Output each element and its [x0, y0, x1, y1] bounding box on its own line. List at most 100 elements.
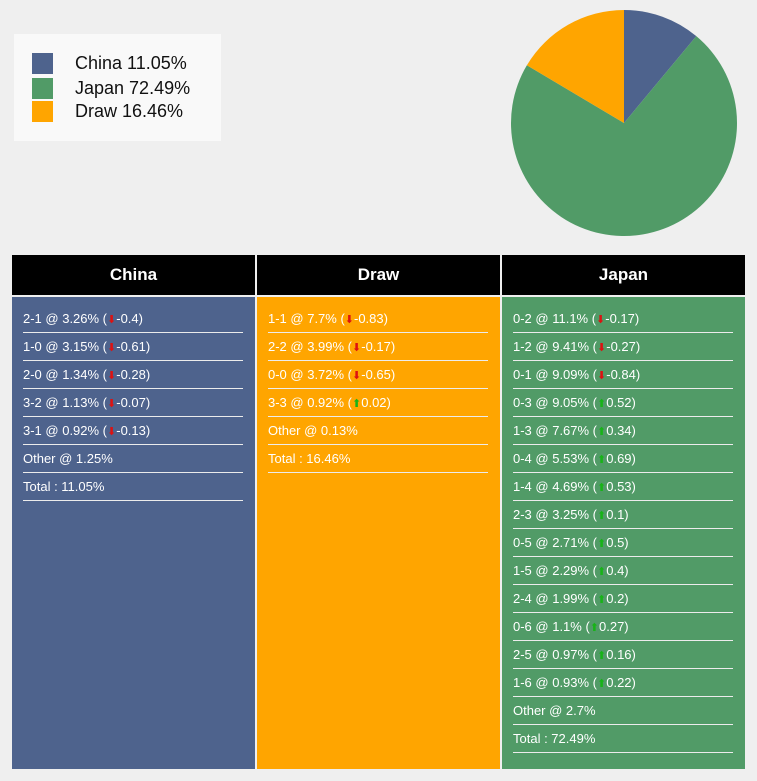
arrow-up-icon: ⬆: [597, 594, 607, 606]
score-change: -0.17): [361, 339, 396, 354]
column-body-china: 2-1 @ 3.26% (⬇-0.4) 1-0 @ 3.15% (⬇-0.61) 2…: [12, 297, 255, 769]
score-text: 0-0 @ 3.72% (: [268, 367, 353, 382]
score-text: 0-6 @ 1.1% (: [513, 619, 590, 634]
legend-item-china: China 11.05%: [32, 52, 187, 74]
score-row: 3-1 @ 0.92% (⬇-0.13): [23, 417, 243, 445]
score-row: 0-1 @ 9.09% (⬇-0.84): [513, 361, 733, 389]
legend-label-draw: Draw 16.46%: [75, 100, 184, 121]
score-row: 0-0 @ 3.72% (⬇-0.65): [268, 361, 488, 389]
score-change: -0.13): [116, 423, 151, 438]
arrow-down-icon: ⬇: [352, 342, 362, 354]
column-header-japan: Japan: [502, 255, 745, 295]
score-change: -0.17): [605, 311, 640, 326]
score-change: -0.65): [361, 367, 396, 382]
score-text: 0-3 @ 9.05% (: [513, 395, 598, 410]
arrow-down-icon: ⬇: [352, 370, 362, 382]
arrow-down-icon: ⬇: [107, 342, 117, 354]
score-text: 2-4 @ 1.99% (: [513, 591, 598, 606]
legend-swatch-japan: [32, 77, 53, 99]
arrow-up-icon: ⬆: [597, 538, 607, 550]
score-change: -0.84): [606, 367, 641, 382]
arrow-down-icon: ⬇: [107, 314, 117, 326]
score-text: 2-2 @ 3.99% (: [268, 339, 353, 354]
score-text: 1-4 @ 4.69% (: [513, 479, 598, 494]
arrow-down-icon: ⬇: [597, 342, 607, 354]
score-row: Total : 16.46%: [268, 445, 488, 473]
score-change: 0.53): [606, 479, 636, 494]
score-text: 0-5 @ 2.71% (: [513, 535, 598, 550]
score-change: 0.52): [606, 395, 636, 410]
score-text: Other @ 1.25%: [23, 451, 113, 466]
score-row: 2-0 @ 1.34% (⬇-0.28): [23, 361, 243, 389]
column-draw: Draw 1-1 @ 7.7% (⬇-0.83) 2-2 @ 3.99% (⬇-0…: [257, 255, 500, 769]
score-row: 1-6 @ 0.93% (⬆0.22): [513, 669, 733, 697]
score-row: 0-4 @ 5.53% (⬆0.69): [513, 445, 733, 473]
score-text: 1-2 @ 9.41% (: [513, 339, 598, 354]
score-row: 2-1 @ 3.26% (⬇-0.4): [23, 305, 243, 333]
legend: China 11.05% Japan 72.49% Draw 16.46%: [14, 34, 221, 141]
score-text: 2-0 @ 1.34% (: [23, 367, 108, 382]
arrow-up-icon: ⬆: [597, 510, 607, 522]
score-change: 0.16): [606, 647, 636, 662]
arrow-up-icon: ⬆: [597, 678, 607, 690]
score-change: -0.83): [354, 311, 388, 326]
arrow-up-icon: ⬆: [597, 482, 607, 494]
score-row: 1-5 @ 2.29% (⬆0.4): [513, 557, 733, 585]
score-text: 1-1 @ 7.7% (: [268, 311, 345, 326]
legend-swatch-china: [32, 52, 53, 74]
column-header-china: China: [12, 255, 255, 295]
pie-slice-china: [624, 10, 697, 123]
score-row: Other @ 1.25%: [23, 445, 243, 473]
score-text: 2-3 @ 3.25% (: [513, 507, 598, 522]
score-text: 1-0 @ 3.15% (: [23, 339, 108, 354]
score-text: 3-2 @ 1.13% (: [23, 395, 108, 410]
legend-item-japan: Japan 72.49%: [32, 77, 190, 99]
score-row: Total : 11.05%: [23, 473, 243, 501]
score-text: 3-3 @ 0.92% (: [268, 395, 353, 410]
arrow-down-icon: ⬇: [597, 370, 607, 382]
score-row: 0-6 @ 1.1% (⬆0.27): [513, 613, 733, 641]
score-row: 1-2 @ 9.41% (⬇-0.27): [513, 333, 733, 361]
score-text: 1-3 @ 7.67% (: [513, 423, 598, 438]
score-change: -0.4): [116, 311, 143, 326]
score-row: 3-3 @ 0.92% (⬆0.02): [268, 389, 488, 417]
score-row: Other @ 2.7%: [513, 697, 733, 725]
column-body-draw: 1-1 @ 7.7% (⬇-0.83) 2-2 @ 3.99% (⬇-0.17) 0…: [257, 297, 500, 769]
score-text: Total : 11.05%: [23, 479, 105, 494]
score-change: 0.27): [599, 619, 629, 634]
score-text: Other @ 2.7%: [513, 703, 596, 718]
column-china: China 2-1 @ 3.26% (⬇-0.4) 1-0 @ 3.15% (⬇-…: [12, 255, 255, 769]
score-row: 0-3 @ 9.05% (⬆0.52): [513, 389, 733, 417]
score-text: Total : 72.49%: [513, 731, 596, 746]
column-japan: Japan 0-2 @ 11.1% (⬇-0.17) 1-2 @ 9.41% (⬇…: [502, 255, 745, 769]
arrow-down-icon: ⬇: [107, 426, 117, 438]
score-row: 3-2 @ 1.13% (⬇-0.07): [23, 389, 243, 417]
arrow-up-icon: ⬆: [352, 398, 362, 410]
score-change: 0.22): [606, 675, 636, 690]
arrow-down-icon: ⬇: [107, 398, 117, 410]
arrow-up-icon: ⬆: [597, 398, 607, 410]
score-text: 0-1 @ 9.09% (: [513, 367, 598, 382]
legend-label-china: China 11.05%: [75, 52, 187, 73]
score-change: 0.2): [606, 591, 629, 606]
score-row: 1-4 @ 4.69% (⬆0.53): [513, 473, 733, 501]
score-text: 1-6 @ 0.93% (: [513, 675, 598, 690]
score-row: 1-1 @ 7.7% (⬇-0.83): [268, 305, 488, 333]
arrow-down-icon: ⬇: [107, 370, 117, 382]
score-change: -0.61): [116, 339, 151, 354]
arrow-up-icon: ⬆: [597, 454, 607, 466]
score-row: 2-3 @ 3.25% (⬆0.1): [513, 501, 733, 529]
pie-slice-japan: [511, 36, 737, 236]
score-row: Other @ 0.13%: [268, 417, 488, 445]
score-change: 0.02): [361, 395, 391, 410]
legend-label-japan: Japan 72.49%: [75, 77, 191, 98]
score-row: 2-2 @ 3.99% (⬇-0.17): [268, 333, 488, 361]
arrow-down-icon: ⬇: [596, 314, 606, 326]
score-row: Total : 72.49%: [513, 725, 733, 753]
column-body-japan: 0-2 @ 11.1% (⬇-0.17) 1-2 @ 9.41% (⬇-0.27)…: [502, 297, 745, 769]
arrow-up-icon: ⬆: [597, 426, 607, 438]
column-header-draw: Draw: [257, 255, 500, 295]
score-row: 1-3 @ 7.67% (⬆0.34): [513, 417, 733, 445]
score-row: 0-5 @ 2.71% (⬆0.5): [513, 529, 733, 557]
arrow-down-icon: ⬇: [344, 314, 354, 326]
